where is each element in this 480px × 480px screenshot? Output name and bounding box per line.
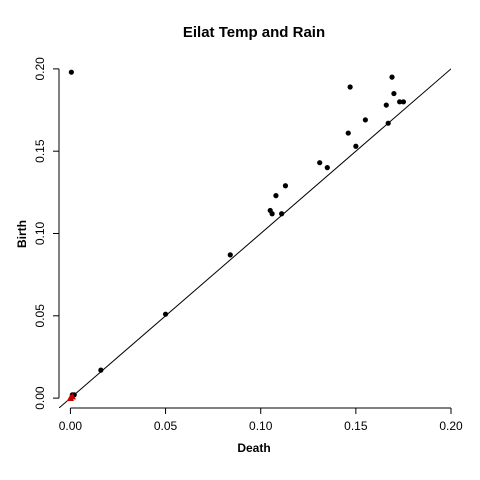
x-tick-label: 0.10 [249, 419, 273, 433]
data-point [273, 193, 279, 199]
y-tick-label: 0.05 [33, 304, 47, 328]
data-point [269, 211, 275, 217]
data-point [391, 90, 397, 97]
data-point [383, 102, 389, 108]
y-axis-title: Birth [15, 220, 29, 248]
data-point [400, 99, 407, 105]
y-tick-label: 0.20 [33, 57, 47, 81]
data-point [279, 211, 285, 217]
highlight-point [68, 392, 76, 400]
data-point [347, 84, 353, 90]
x-tick-label: 0.00 [59, 419, 83, 433]
y-tick-label: 0.00 [33, 386, 47, 410]
data-point [324, 165, 330, 171]
data-point [162, 311, 169, 317]
data-point [227, 252, 233, 258]
y-tick-label: 0.10 [33, 221, 47, 245]
data-point [345, 130, 351, 136]
data-point [353, 143, 359, 149]
x-tick-label: 0.15 [344, 419, 368, 433]
x-tick-label: 0.05 [154, 419, 178, 433]
axes-group: 0.00 0.05 0.10 0.15 0.20 0.00 0.05 0.10 0.15 0.20 [33, 57, 463, 433]
data-point [385, 120, 391, 126]
points-group [66, 69, 407, 402]
x-axis-title: Death [237, 441, 270, 455]
data-point [389, 74, 395, 80]
x-tick-label: 0.20 [439, 419, 463, 433]
data-point [282, 183, 289, 189]
data-point [98, 367, 104, 373]
data-point [362, 117, 368, 123]
y-tick-label: 0.15 [33, 139, 47, 163]
data-point [397, 99, 403, 105]
chart-title: Eilat Temp and Rain [183, 24, 325, 41]
data-point [317, 160, 323, 166]
data-point [68, 69, 74, 75]
